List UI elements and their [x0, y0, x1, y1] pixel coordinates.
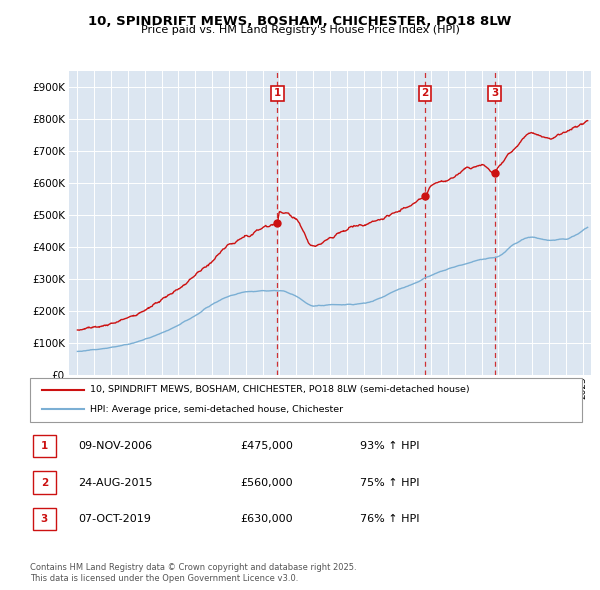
Text: 09-NOV-2006: 09-NOV-2006 — [78, 441, 152, 451]
Text: £475,000: £475,000 — [240, 441, 293, 451]
Text: HPI: Average price, semi-detached house, Chichester: HPI: Average price, semi-detached house,… — [90, 405, 343, 414]
Text: £560,000: £560,000 — [240, 478, 293, 487]
Text: 2: 2 — [41, 478, 48, 487]
Text: 1: 1 — [41, 441, 48, 451]
Text: 93% ↑ HPI: 93% ↑ HPI — [360, 441, 419, 451]
Text: 3: 3 — [41, 514, 48, 524]
Text: 3: 3 — [491, 88, 498, 98]
Text: 1: 1 — [274, 88, 281, 98]
Text: 2: 2 — [422, 88, 429, 98]
Text: 07-OCT-2019: 07-OCT-2019 — [78, 514, 151, 524]
Text: 10, SPINDRIFT MEWS, BOSHAM, CHICHESTER, PO18 8LW (semi-detached house): 10, SPINDRIFT MEWS, BOSHAM, CHICHESTER, … — [90, 385, 470, 395]
Text: This data is licensed under the Open Government Licence v3.0.: This data is licensed under the Open Gov… — [30, 574, 298, 583]
Text: £630,000: £630,000 — [240, 514, 293, 524]
Text: 75% ↑ HPI: 75% ↑ HPI — [360, 478, 419, 487]
Text: 24-AUG-2015: 24-AUG-2015 — [78, 478, 152, 487]
Text: Contains HM Land Registry data © Crown copyright and database right 2025.: Contains HM Land Registry data © Crown c… — [30, 563, 356, 572]
Text: Price paid vs. HM Land Registry's House Price Index (HPI): Price paid vs. HM Land Registry's House … — [140, 25, 460, 35]
Text: 76% ↑ HPI: 76% ↑ HPI — [360, 514, 419, 524]
Text: 10, SPINDRIFT MEWS, BOSHAM, CHICHESTER, PO18 8LW: 10, SPINDRIFT MEWS, BOSHAM, CHICHESTER, … — [88, 15, 512, 28]
